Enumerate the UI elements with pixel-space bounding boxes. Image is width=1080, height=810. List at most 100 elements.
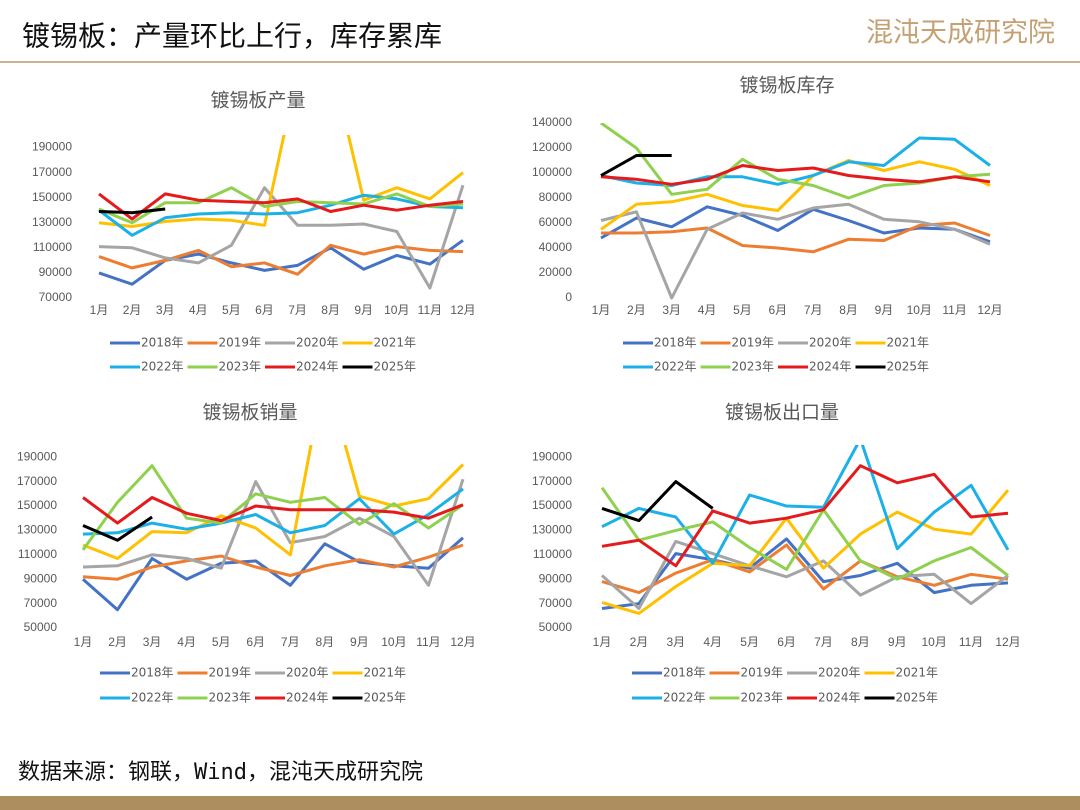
legend-label: 2020年: [296, 336, 339, 350]
y-tick-label: 140000: [532, 115, 572, 129]
legend-label: 2019年: [732, 336, 775, 350]
x-tick-label: 9月: [350, 635, 369, 649]
x-tick-label: 2月: [630, 635, 649, 649]
x-tick-label: 3月: [143, 635, 162, 649]
series-line: [98, 186, 464, 225]
y-tick-label: 70000: [39, 290, 73, 304]
legend-label: 2018年: [141, 336, 184, 350]
y-tick-label: 50000: [539, 620, 573, 634]
y-tick-label: 50000: [24, 620, 58, 634]
x-tick-label: 6月: [768, 303, 787, 317]
x-tick-label: 9月: [888, 635, 907, 649]
x-tick-label: 7月: [288, 303, 307, 317]
y-tick-label: 110000: [18, 547, 57, 561]
y-tick-label: 120000: [532, 140, 572, 154]
plot-area: [600, 445, 1010, 615]
x-tick-label: 12月: [977, 303, 1002, 317]
legend-label: 2020年: [286, 666, 329, 680]
y-tick-label: 20000: [539, 265, 573, 279]
legend-label: 2020年: [809, 336, 852, 350]
y-tick-label: 110000: [533, 547, 572, 561]
x-tick-label: 6月: [255, 303, 274, 317]
y-tick-label: 150000: [532, 498, 572, 512]
legend-label: 2024年: [809, 360, 852, 374]
series-line: [601, 539, 1009, 610]
x-tick-label: 5月: [222, 303, 241, 317]
plot-area: [81, 445, 465, 612]
plot-area: [98, 135, 465, 290]
x-tick-label: 2月: [123, 303, 142, 317]
x-tick-label: 2月: [627, 303, 646, 317]
legend-label: 2023年: [209, 691, 252, 705]
chart: 镀锡板出口量 50000 70000 90000 110000 130000 150000 1…: [532, 402, 1021, 705]
x-tick-label: 3月: [666, 635, 685, 649]
y-tick-label: 90000: [539, 571, 573, 585]
plot-area: [600, 123, 991, 300]
x-tick-label: 7月: [814, 635, 833, 649]
series-line: [98, 193, 464, 237]
y-tick-label: 40000: [539, 240, 573, 254]
series-line: [98, 192, 464, 221]
x-tick-label: 12月: [995, 635, 1020, 649]
legend-label: 2023年: [741, 691, 784, 705]
x-tick-label: 10月: [907, 303, 932, 317]
legend-label: 2022年: [141, 360, 184, 374]
legend-label: 2022年: [654, 360, 697, 374]
y-tick-label: 170000: [17, 474, 57, 488]
page-title: 镀锡板：产量环比上行，库存累库: [22, 20, 442, 53]
x-tick-label: 8月: [315, 635, 334, 649]
series-line: [600, 154, 672, 177]
y-tick-label: 0: [565, 290, 572, 304]
y-tick-label: 190000: [532, 449, 572, 463]
series-line: [601, 221, 991, 254]
x-tick-label: 9月: [875, 303, 894, 317]
x-tick-label: 12月: [450, 303, 475, 317]
legend-label: 2018年: [663, 666, 706, 680]
series-line: [81, 464, 464, 551]
x-tick-label: 11月: [959, 635, 983, 649]
legend-label: 2025年: [896, 691, 939, 705]
x-tick-label: 2月: [108, 635, 127, 649]
legend-label: 2022年: [663, 691, 706, 705]
legend-label: 2023年: [732, 360, 775, 374]
legend-label: 2021年: [887, 336, 930, 350]
legend-label: 2018年: [654, 336, 697, 350]
x-tick-label: 7月: [281, 635, 300, 649]
legend-label: 2025年: [887, 360, 930, 374]
legend-label: 2021年: [896, 666, 939, 680]
x-tick-label: 5月: [212, 635, 231, 649]
chart-title: 镀锡板销量: [202, 402, 297, 424]
x-tick-label: 5月: [740, 635, 759, 649]
x-tick-label: 3月: [662, 303, 681, 317]
y-tick-label: 90000: [39, 265, 73, 279]
x-tick-label: 7月: [804, 303, 823, 317]
chart: 镀锡板销量 50000 70000 90000 110000 130000 150000 17…: [17, 402, 476, 705]
x-tick-label: 4月: [189, 303, 208, 317]
x-tick-label: 12月: [450, 635, 475, 649]
y-tick-label: 170000: [32, 165, 72, 179]
chart: 镀锡板产量 70000 90000 110000 130000 150000 170000 1…: [32, 90, 476, 374]
series-line: [600, 164, 991, 186]
legend-label: 2024年: [818, 691, 861, 705]
legend-label: 2023年: [219, 360, 262, 374]
x-tick-label: 8月: [851, 635, 870, 649]
y-tick-label: 70000: [539, 596, 573, 610]
chart: 镀锡板库存 0 20000 40000 60000 80000 100000 120000 14…: [532, 75, 1003, 374]
legend-label: 2025年: [374, 360, 417, 374]
source-note: 数据来源：钢联，Wind，混沌天成研究院: [18, 760, 423, 785]
legend-label: 2024年: [286, 691, 329, 705]
series-line: [98, 243, 464, 276]
y-tick-label: 130000: [32, 215, 72, 229]
x-tick-label: 3月: [156, 303, 175, 317]
series-line: [82, 496, 464, 525]
legend-label: 2019年: [741, 666, 784, 680]
x-tick-label: 1月: [74, 635, 93, 649]
series-line: [601, 464, 1009, 568]
series-line: [601, 445, 1010, 565]
series-line: [601, 489, 1010, 615]
series-line: [601, 480, 714, 523]
series-line: [82, 445, 465, 560]
x-tick-label: 1月: [592, 303, 611, 317]
footer-bar: [0, 796, 1080, 810]
